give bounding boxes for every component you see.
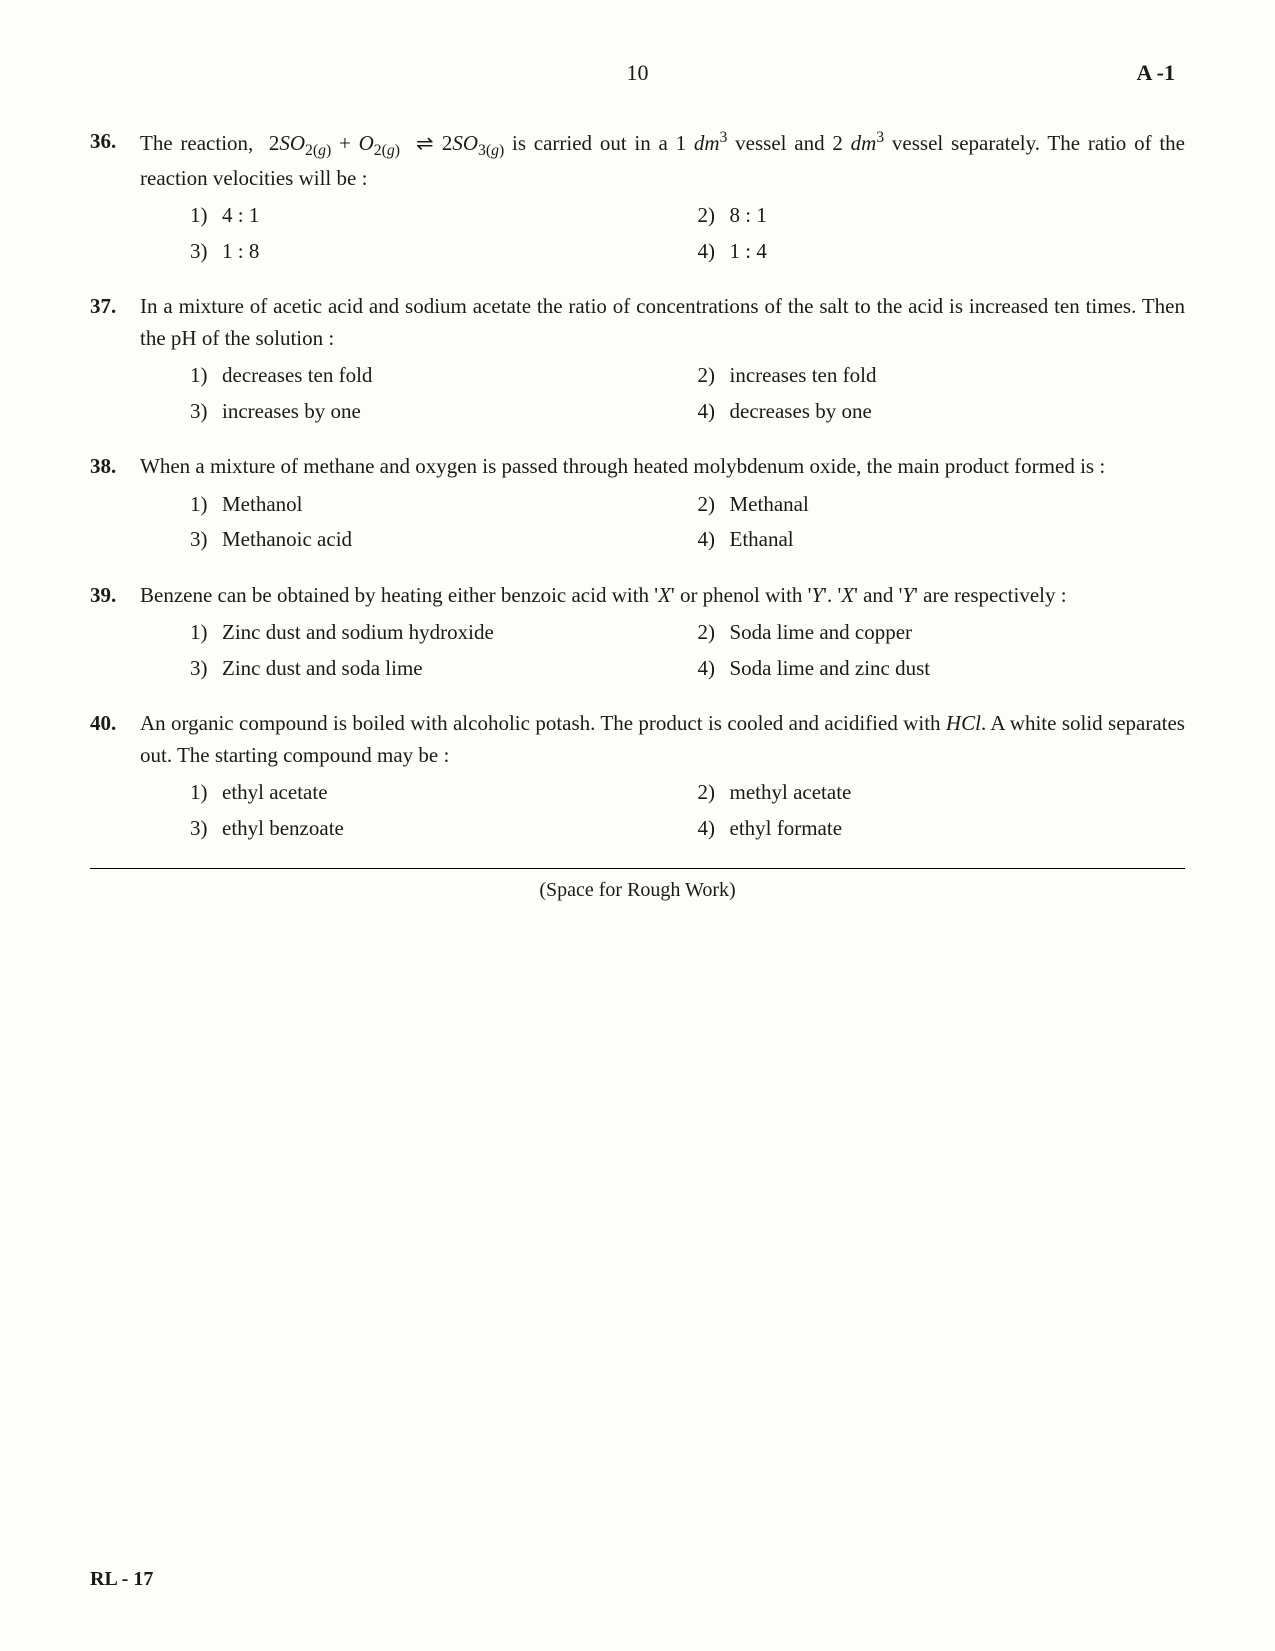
option-3: 3)Zinc dust and soda lime (190, 653, 678, 685)
option-1: 1)Methanol (190, 489, 678, 521)
option-text: 1 : 8 (222, 236, 259, 268)
question-text: The reaction, 2SO2(g) + O2(g) ⇌2SO3(g) i… (140, 126, 1185, 194)
option-text: ethyl benzoate (222, 813, 344, 845)
question-40: 40. An organic compound is boiled with a… (90, 708, 1185, 844)
options-grid: 1)Zinc dust and sodium hydroxide 2)Soda … (140, 617, 1185, 684)
options-grid: 1)4 : 1 2)8 : 1 3)1 : 8 4)1 : 4 (140, 200, 1185, 267)
divider-line (90, 868, 1185, 869)
option-text: Methanoic acid (222, 524, 352, 556)
option-text: 8 : 1 (730, 200, 767, 232)
question-body: Benzene can be obtained by heating eithe… (140, 580, 1185, 685)
option-4: 4)Soda lime and zinc dust (698, 653, 1186, 685)
option-3: 3)Methanoic acid (190, 524, 678, 556)
question-text: An organic compound is boiled with alcoh… (140, 708, 1185, 771)
question-number: 39. (90, 580, 140, 685)
option-text: Methanol (222, 489, 302, 521)
option-text: ethyl formate (730, 813, 843, 845)
option-4: 4)Ethanal (698, 524, 1186, 556)
paper-code: A -1 (1137, 60, 1176, 86)
option-2: 2)Soda lime and copper (698, 617, 1186, 649)
option-2: 2)Methanal (698, 489, 1186, 521)
option-text: decreases ten fold (222, 360, 372, 392)
question-number: 36. (90, 126, 140, 267)
question-text: Benzene can be obtained by heating eithe… (140, 580, 1185, 612)
question-number: 38. (90, 451, 140, 556)
exam-page: 10 A -1 36. The reaction, 2SO2(g) + O2(g… (0, 0, 1275, 1651)
question-text: In a mixture of acetic acid and sodium a… (140, 291, 1185, 354)
questions-block: 36. The reaction, 2SO2(g) + O2(g) ⇌2SO3(… (90, 126, 1185, 905)
question-38: 38. When a mixture of methane and oxygen… (90, 451, 1185, 556)
option-1: 1)ethyl acetate (190, 777, 678, 809)
option-text: Zinc dust and sodium hydroxide (222, 617, 494, 649)
option-3: 3)1 : 8 (190, 236, 678, 268)
footer-code: RL - 17 (90, 1568, 153, 1591)
question-body: When a mixture of methane and oxygen is … (140, 451, 1185, 556)
page-number: 10 (627, 60, 649, 86)
question-number: 40. (90, 708, 140, 844)
option-text: ethyl acetate (222, 777, 328, 809)
option-text: Ethanal (730, 524, 794, 556)
option-text: Zinc dust and soda lime (222, 653, 423, 685)
option-text: increases ten fold (730, 360, 877, 392)
question-text: When a mixture of methane and oxygen is … (140, 451, 1185, 483)
option-4: 4)decreases by one (698, 396, 1186, 428)
options-grid: 1)decreases ten fold 2)increases ten fol… (140, 360, 1185, 427)
question-body: In a mixture of acetic acid and sodium a… (140, 291, 1185, 427)
question-body: The reaction, 2SO2(g) + O2(g) ⇌2SO3(g) i… (140, 126, 1185, 267)
option-1: 1)Zinc dust and sodium hydroxide (190, 617, 678, 649)
option-2: 2)8 : 1 (698, 200, 1186, 232)
option-2: 2)methyl acetate (698, 777, 1186, 809)
option-text: increases by one (222, 396, 361, 428)
option-text: decreases by one (730, 396, 872, 428)
option-1: 1)4 : 1 (190, 200, 678, 232)
option-1: 1)decreases ten fold (190, 360, 678, 392)
option-text: Methanal (730, 489, 809, 521)
options-grid: 1)Methanol 2)Methanal 3)Methanoic acid 4… (140, 489, 1185, 556)
question-36: 36. The reaction, 2SO2(g) + O2(g) ⇌2SO3(… (90, 126, 1185, 267)
option-3: 3)increases by one (190, 396, 678, 428)
option-text: methyl acetate (730, 777, 852, 809)
option-text: Soda lime and zinc dust (730, 653, 931, 685)
option-4: 4)ethyl formate (698, 813, 1186, 845)
option-text: 1 : 4 (730, 236, 767, 268)
option-2: 2)increases ten fold (698, 360, 1186, 392)
option-text: 4 : 1 (222, 200, 259, 232)
question-number: 37. (90, 291, 140, 427)
option-4: 4)1 : 4 (698, 236, 1186, 268)
question-body: An organic compound is boiled with alcoh… (140, 708, 1185, 844)
option-text: Soda lime and copper (730, 617, 913, 649)
question-37: 37. In a mixture of acetic acid and sodi… (90, 291, 1185, 427)
options-grid: 1)ethyl acetate 2)methyl acetate 3)ethyl… (140, 777, 1185, 844)
option-3: 3)ethyl benzoate (190, 813, 678, 845)
page-header: 10 A -1 (90, 60, 1185, 86)
rough-work-label: (Space for Rough Work) (90, 875, 1185, 905)
question-39: 39. Benzene can be obtained by heating e… (90, 580, 1185, 685)
